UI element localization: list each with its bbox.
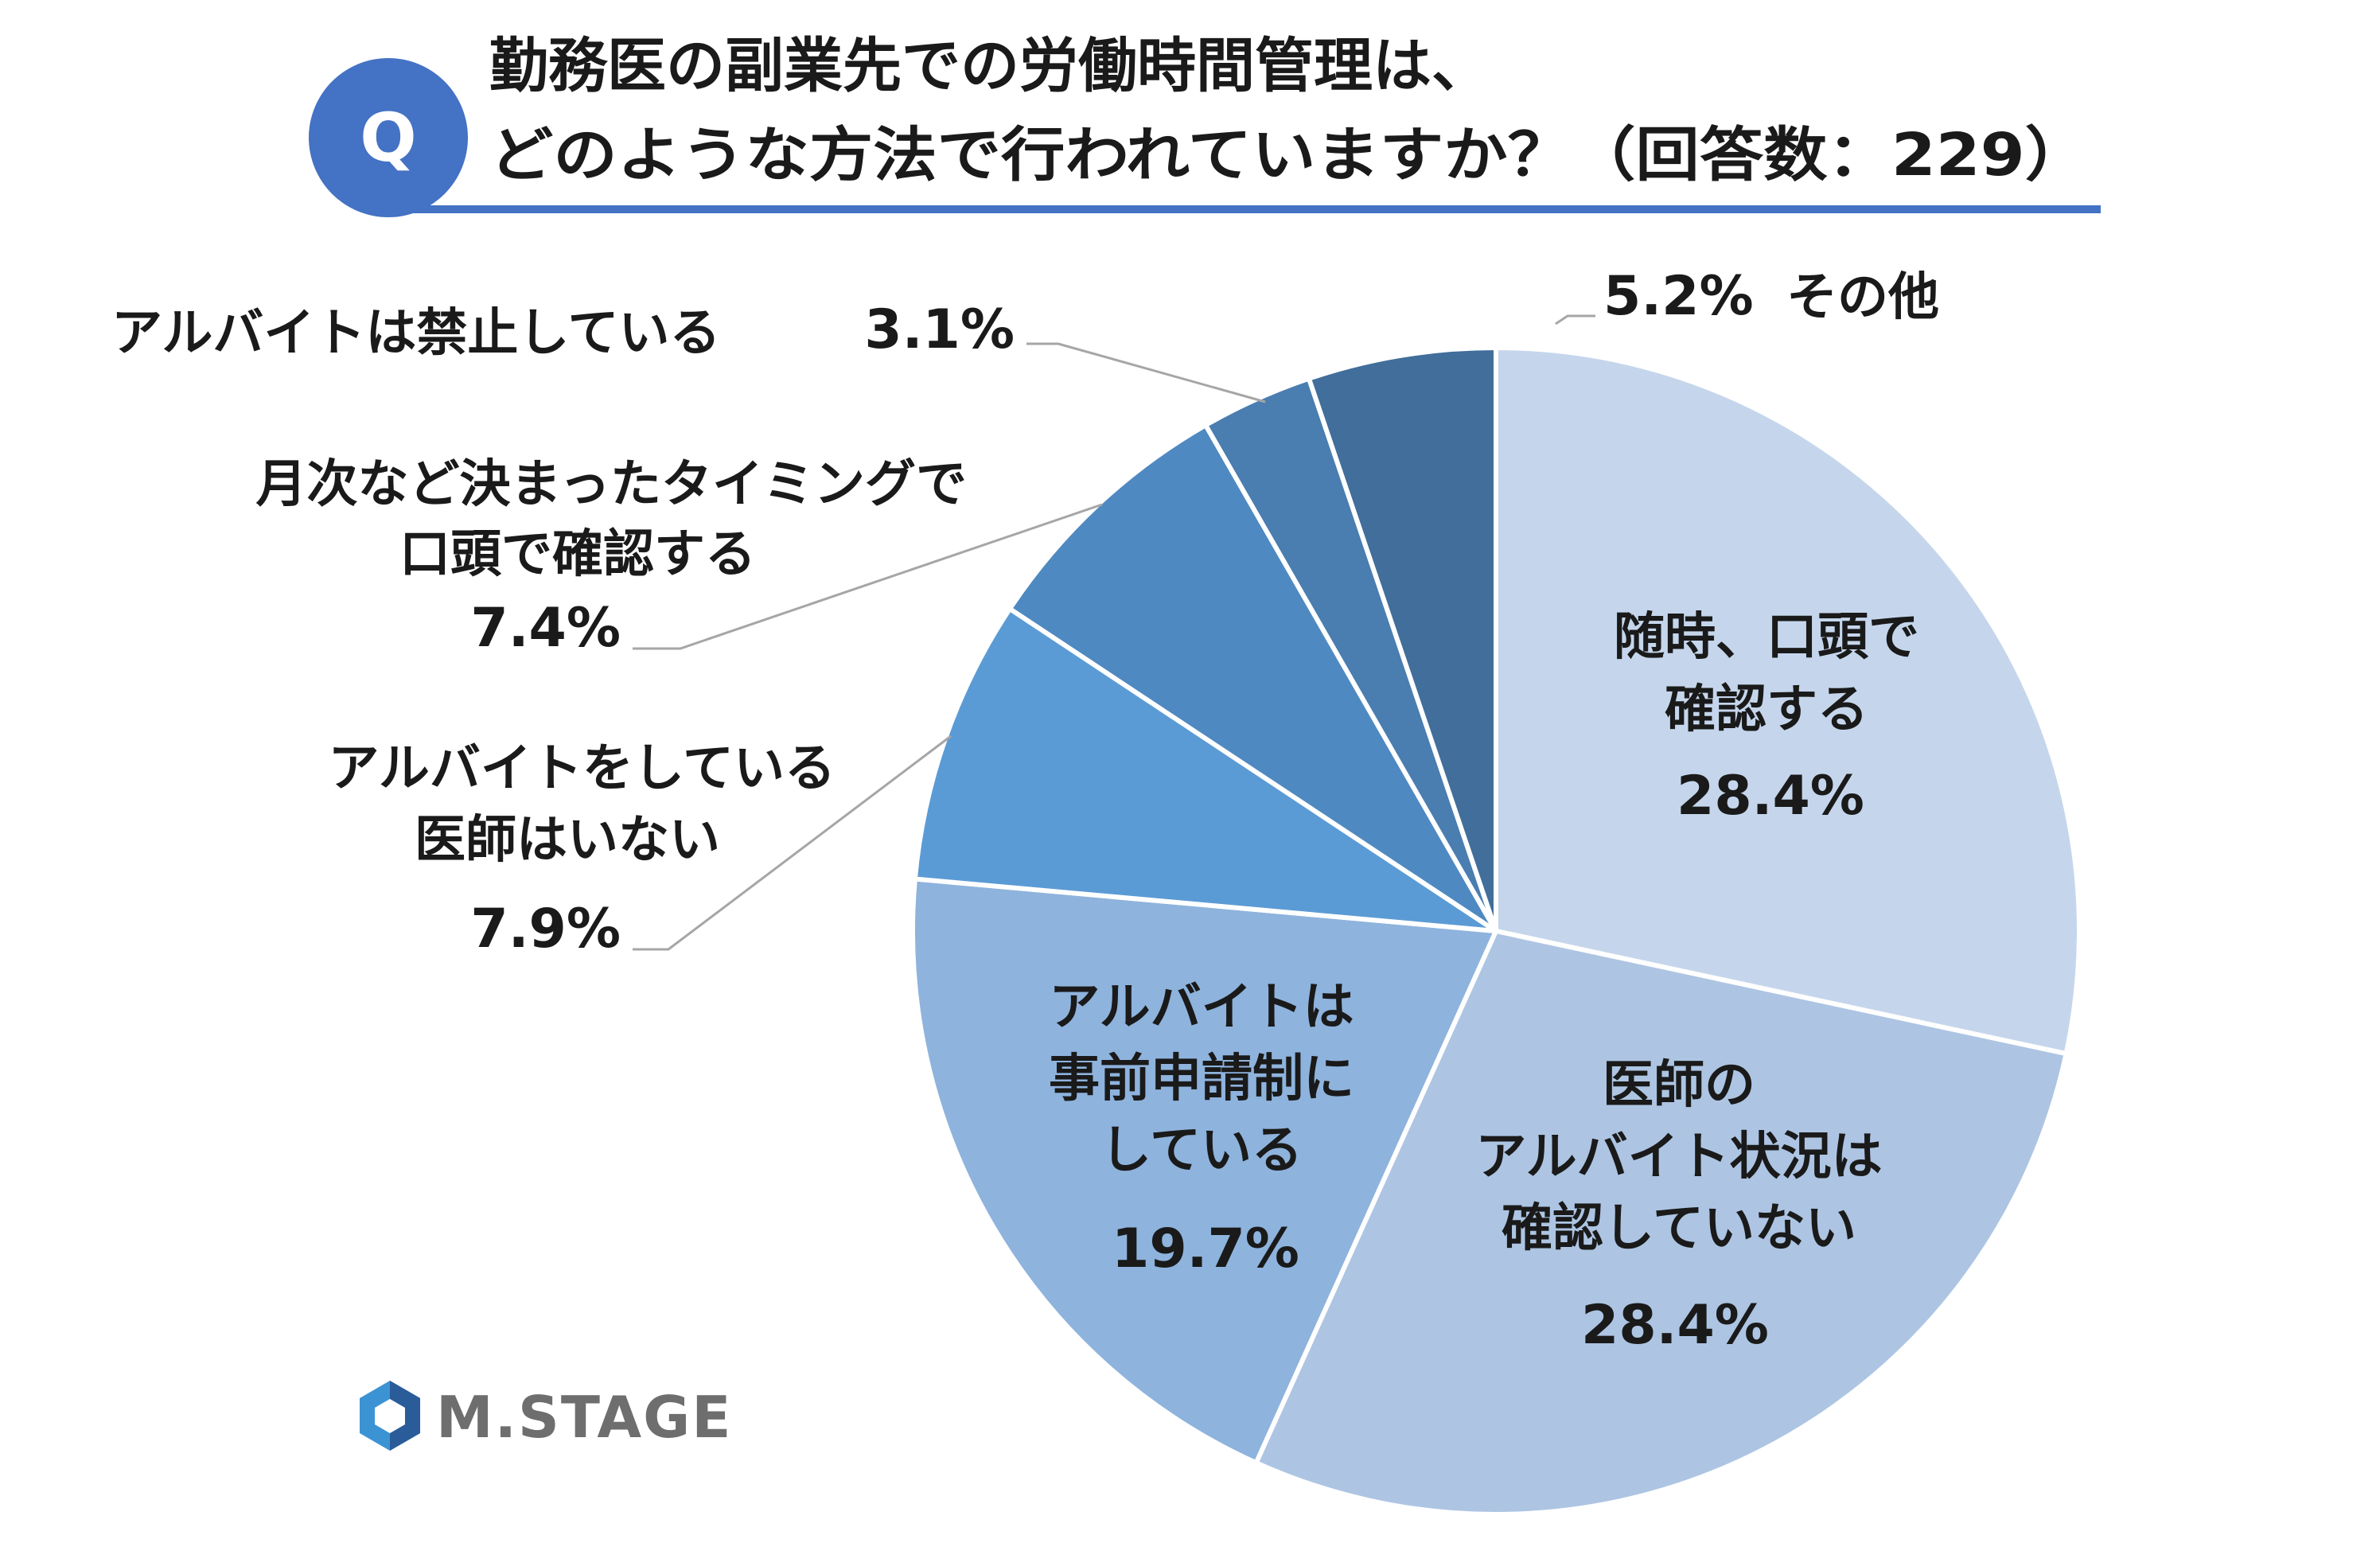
- slice-value-zuiji: 28.4%: [1677, 765, 1864, 828]
- pie-slice-sonota: [1306, 345, 1498, 933]
- slice-value-inai: 7.9%: [470, 898, 621, 960]
- slice-label-getsuji-line-2: 口頭で確認する: [399, 525, 756, 584]
- pie-slice-mikakunin: [1253, 929, 2069, 1517]
- leader-lines: [633, 314, 1595, 951]
- pie-slice-inai: [912, 606, 1498, 933]
- question-badge-letter: Q: [360, 99, 416, 177]
- slice-label-jizen-line-1: アルバイトは: [1049, 978, 1354, 1037]
- m-stage-logo-icon: [360, 1381, 420, 1451]
- leader-line-kinshi: [1026, 342, 1266, 403]
- outside-labels: 5.2% その他 アルバイトは禁止している 3.1% 月次など決まったタイミング…: [111, 265, 1939, 960]
- title-block: Q 勤務医の副業先での労働時間管理は、 どのような方法で行われていますか？（回答…: [309, 32, 2101, 217]
- slice-label-kinshi: アルバイトは禁止している: [111, 304, 720, 363]
- brand-logo: M.STAGE: [360, 1381, 732, 1451]
- slice-label-zuiji-line-2: 確認する: [1665, 680, 1868, 739]
- leader-line-inai: [633, 734, 952, 951]
- slice-value-jizen: 19.7%: [1112, 1218, 1299, 1280]
- title-line-1: 勤務医の副業先での労働時間管理は、: [489, 32, 1490, 100]
- slice-label-jizen-line-3: している: [1100, 1121, 1303, 1180]
- pie-slice-jizen: [910, 876, 1498, 1466]
- leader-line-sonota: [1555, 314, 1595, 325]
- slice-label-sonota: その他: [1786, 268, 1939, 327]
- slice-label-jizen-line-2: 事前申請制に: [1049, 1050, 1354, 1109]
- slice-value-sonota: 5.2%: [1603, 265, 1754, 328]
- slice-value-getsuji: 7.4%: [470, 597, 621, 660]
- title-line-2: どのような方法で行われていますか？（回答数：229）: [489, 121, 2089, 189]
- logo-text: M.STAGE: [436, 1384, 732, 1451]
- leader-line-getsuji: [633, 503, 1103, 650]
- slice-label-getsuji-line-1: 月次など決まったタイミングで: [256, 455, 967, 514]
- slice-label-mikakunin-line-3: 確認していない: [1502, 1199, 1856, 1258]
- slice-label-zuiji-line-1: 随時、口頭で: [1614, 608, 1919, 667]
- slice-value-kinshi: 3.1%: [864, 298, 1015, 361]
- slice-label-mikakunin-line-2: アルバイト状況は: [1475, 1128, 1882, 1186]
- slice-label-inai-line-1: アルバイトをしている: [329, 739, 836, 798]
- slice-label-inai-line-2: 医師はいない: [415, 811, 720, 870]
- inside-labels: 随時、口頭で 確認する 28.4% 医師の アルバイト状況は 確認していない 2…: [1049, 608, 1919, 1357]
- pie-slice-zuiji: [1494, 345, 2082, 1057]
- pie-slices: [910, 345, 2082, 1517]
- slice-label-mikakunin-line-1: 医師の: [1603, 1056, 1755, 1115]
- question-badge: [309, 58, 468, 217]
- slice-value-mikakunin: 28.4%: [1581, 1294, 1769, 1357]
